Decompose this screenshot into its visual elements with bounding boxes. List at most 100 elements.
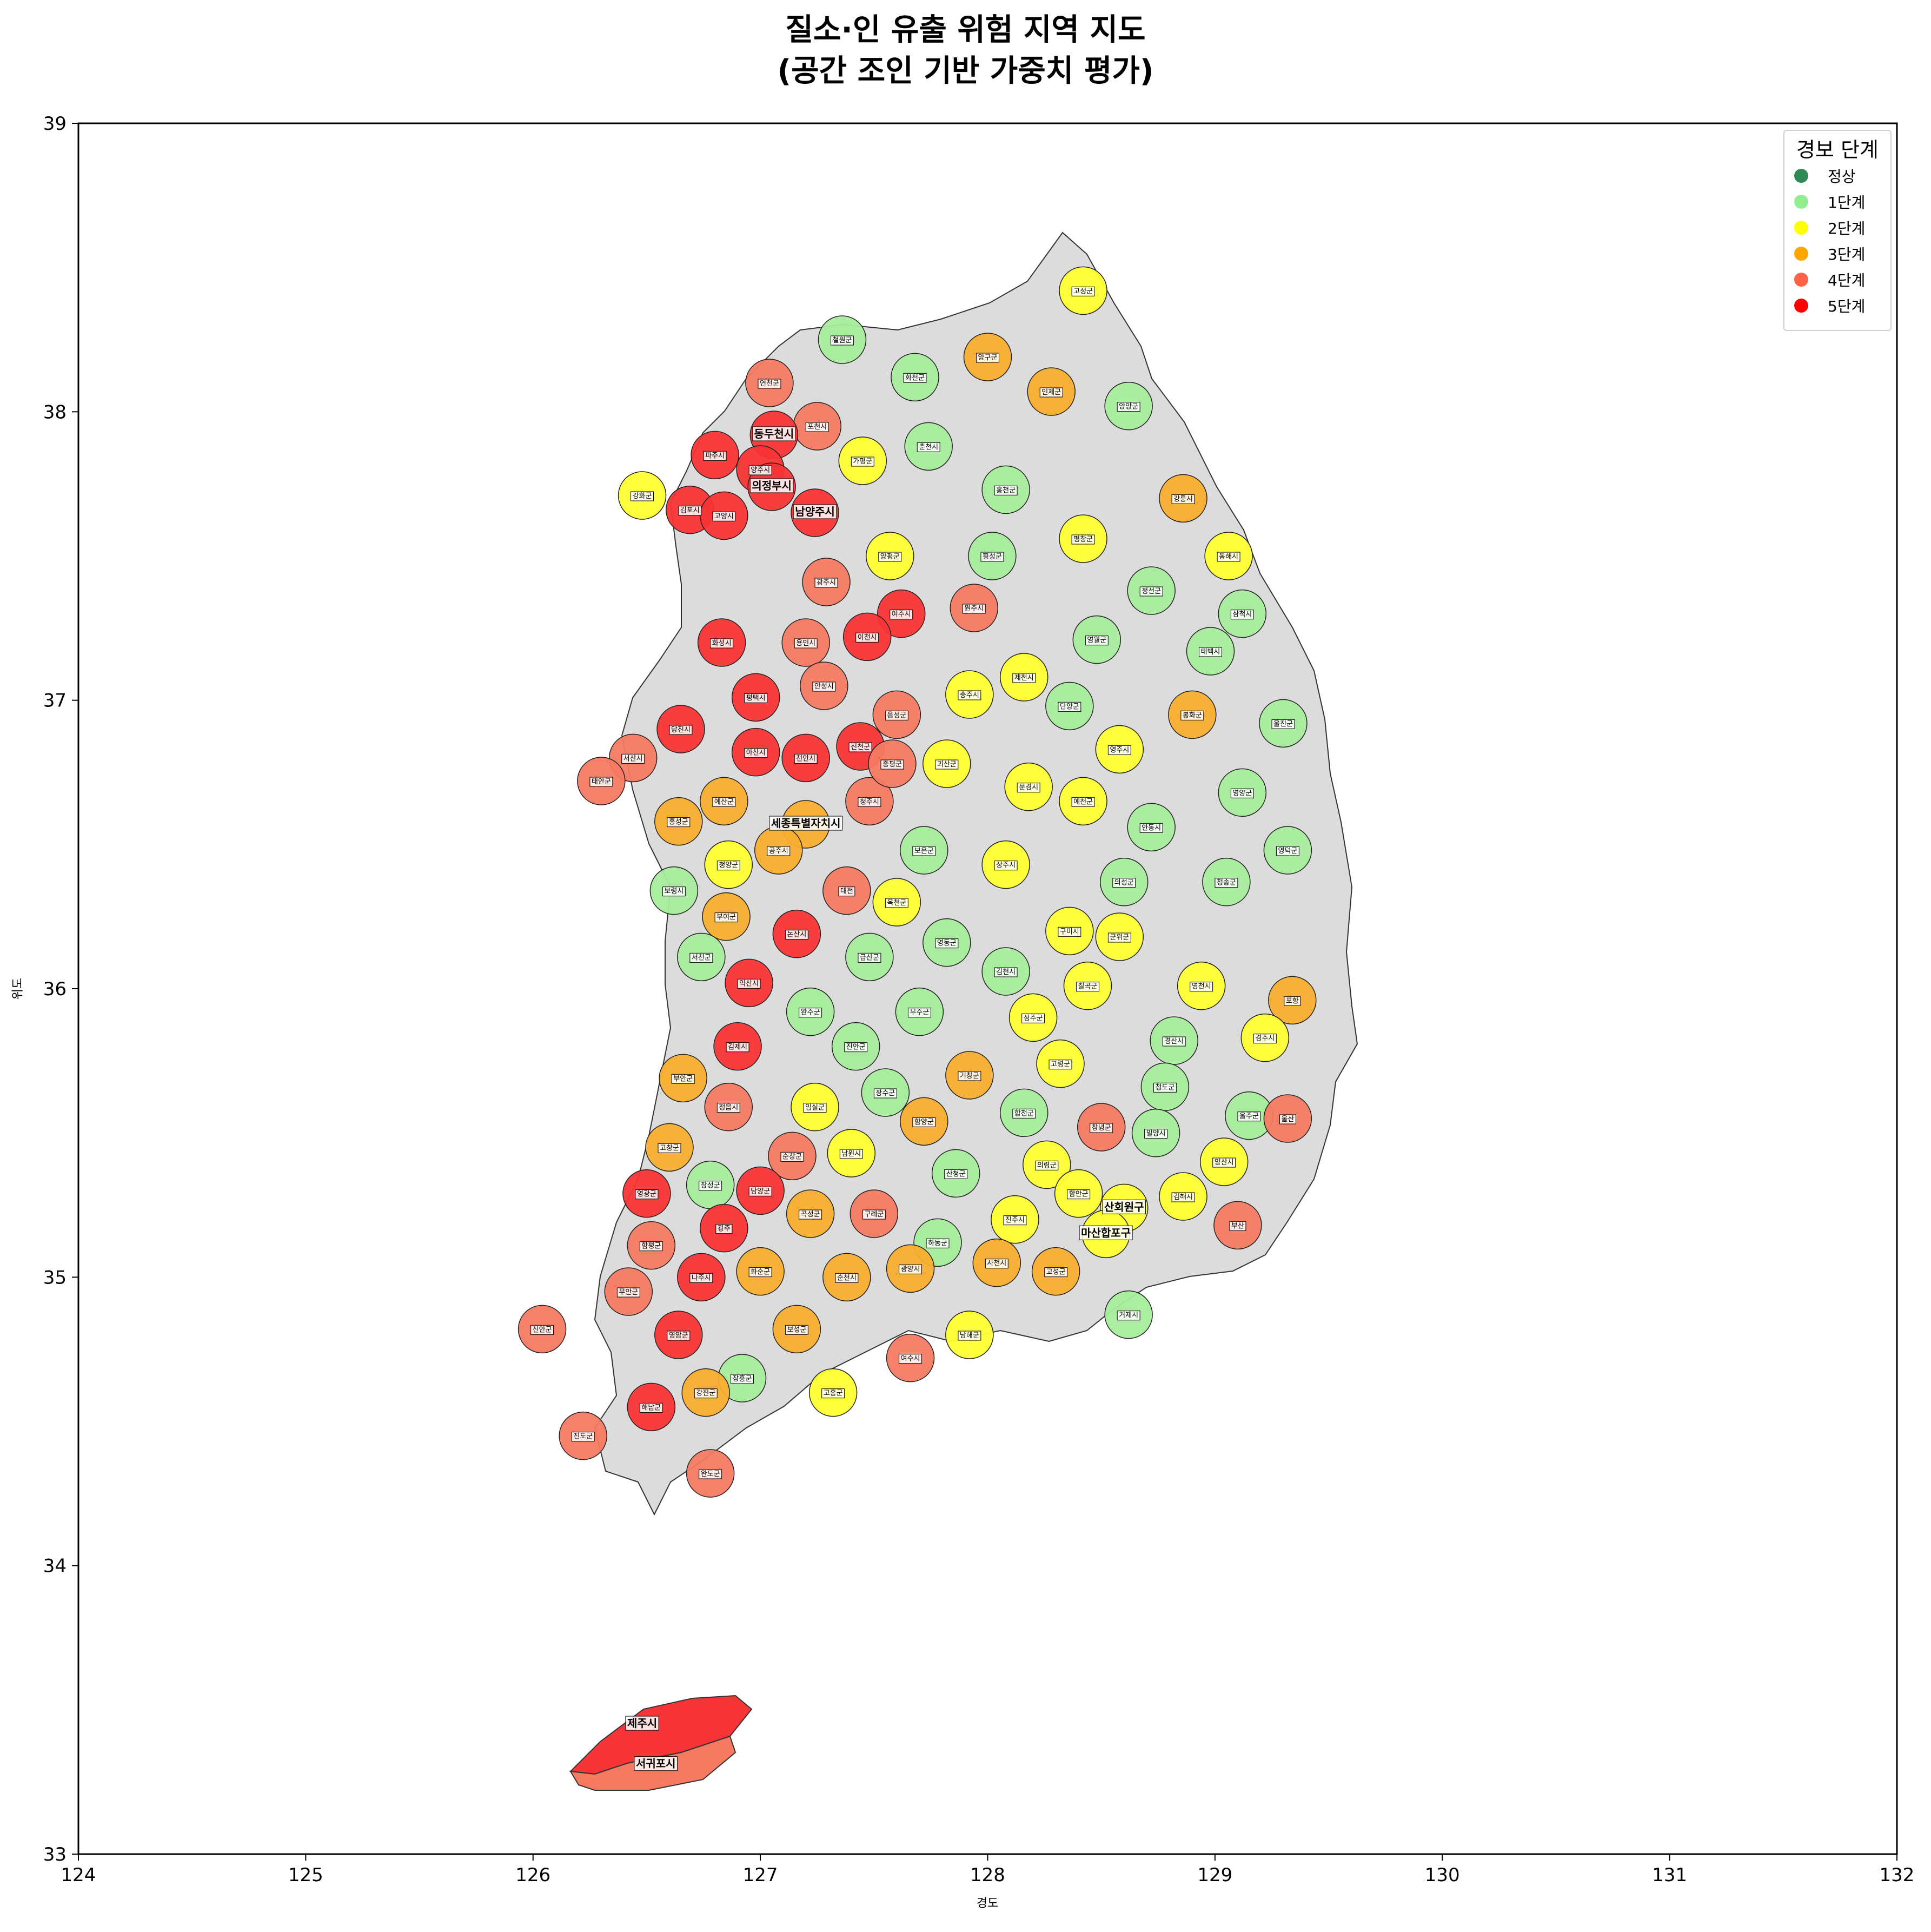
region-label: 완도군 <box>701 1470 720 1478</box>
region-label: 청양군 <box>719 862 738 870</box>
legend-item-label: 3단계 <box>1828 246 1866 263</box>
region-label-box <box>994 485 1018 495</box>
region-label-box <box>976 353 999 363</box>
region-label-box <box>639 1241 663 1252</box>
region-label: 양산시 <box>1215 1159 1234 1167</box>
region-label-box <box>944 1169 968 1179</box>
region-label: 장수군 <box>875 1089 895 1097</box>
x-tick-label: 124 <box>61 1864 96 1886</box>
map-title-line2: (공간 조인 기반 가중치 평가) <box>777 54 1154 89</box>
region-label: 양구군 <box>978 354 998 362</box>
region-label-box <box>699 1469 722 1479</box>
region-label-box <box>589 777 613 787</box>
region-label: 정선군 <box>1142 587 1161 596</box>
region-label-box <box>748 1186 772 1196</box>
region-label-box <box>785 930 808 940</box>
region-label: 하동군 <box>928 1239 947 1247</box>
region-label: 괴산군 <box>937 760 957 769</box>
region-label-box <box>1058 927 1081 937</box>
x-tick-label: 132 <box>1880 1864 1915 1886</box>
region-label: 여주시 <box>892 611 911 619</box>
region-label: 예산군 <box>714 798 734 806</box>
region-label-box <box>985 1259 1008 1269</box>
region-label-box <box>712 797 736 807</box>
legend-item: 5단계 <box>1784 293 1890 319</box>
region-label: 고성군 <box>1046 1268 1066 1276</box>
region-label-box <box>635 1189 659 1200</box>
region-label-box <box>1139 586 1163 597</box>
legend-item: 2단계 <box>1784 215 1890 241</box>
region-label: 군위군 <box>1110 934 1129 942</box>
region-label-box <box>726 1042 749 1053</box>
region-label-box <box>794 638 818 649</box>
region-label-box <box>1153 1082 1177 1093</box>
region-label: 무주군 <box>910 1009 929 1017</box>
region-label: 대전 <box>840 888 853 896</box>
region-label-box <box>855 632 879 643</box>
region-label: 강릉시 <box>1173 495 1193 503</box>
region-label: 김포시 <box>680 507 700 515</box>
region-label-box <box>1076 982 1099 992</box>
region-label-box <box>1139 823 1163 833</box>
region-label: 영동군 <box>937 939 957 948</box>
region-label: 구미시 <box>1060 928 1079 936</box>
region-label-box <box>767 846 791 856</box>
region-label-box <box>878 552 902 562</box>
region-label: 임실군 <box>805 1104 825 1112</box>
region-label: 세종특별자치시 <box>771 817 841 830</box>
region-label: 동해시 <box>1219 553 1238 561</box>
region-label: 의정부시 <box>752 479 792 492</box>
region-label: 공주시 <box>769 847 788 855</box>
region-label: 함안군 <box>1069 1190 1089 1199</box>
region-label: 장흥군 <box>733 1375 752 1383</box>
region-label: 구례군 <box>864 1210 884 1219</box>
region-label-box <box>805 422 829 432</box>
legend-item: 1단계 <box>1784 189 1890 215</box>
region-label-box <box>699 1181 722 1191</box>
region-label-box <box>794 753 818 764</box>
region-label: 금산군 <box>860 954 879 962</box>
region-label: 평택시 <box>746 694 766 702</box>
region-label: 영광군 <box>637 1190 656 1199</box>
region-label: 남원시 <box>841 1150 861 1158</box>
region-label: 증평군 <box>882 760 902 769</box>
region-label: 화순군 <box>751 1268 770 1276</box>
region-label-box <box>1058 702 1081 712</box>
region-label-box <box>1067 1189 1091 1200</box>
region-label: 가평군 <box>853 458 872 466</box>
region-label-box <box>1279 1114 1296 1124</box>
region-label-box <box>1117 1311 1140 1321</box>
region-label-box <box>958 1331 981 1341</box>
x-tick-label: 130 <box>1425 1864 1460 1886</box>
region-label-box <box>1049 1060 1072 1070</box>
region-label-box <box>885 898 908 908</box>
region-label-box <box>1229 1221 1246 1231</box>
region-label-box <box>1217 552 1240 562</box>
region-label-box <box>689 1273 713 1283</box>
y-tick-label: 33 <box>43 1844 67 1865</box>
region-label: 문경시 <box>1019 784 1038 792</box>
region-label-box <box>1230 610 1254 620</box>
region-label: 영덕군 <box>1278 847 1297 855</box>
region-label-box <box>814 578 838 588</box>
region-label-box <box>958 1071 981 1081</box>
region-label: 창녕군 <box>1092 1124 1111 1132</box>
region-label: 마산합포구 <box>1081 1226 1131 1239</box>
region-label: 홍천군 <box>996 486 1016 494</box>
region-label-box <box>1044 1267 1068 1278</box>
region-label: 산청군 <box>946 1170 966 1178</box>
region-label: 완주군 <box>801 1009 820 1017</box>
region-label: 영천시 <box>1192 983 1211 991</box>
region-label: 의성군 <box>1114 879 1134 887</box>
region-label-box <box>793 504 837 519</box>
region-label-box <box>710 638 734 649</box>
region-label-box <box>1284 996 1301 1006</box>
region-label: 울산 <box>1281 1115 1294 1123</box>
region-label-box <box>658 1143 681 1153</box>
region-label-box <box>1017 783 1040 793</box>
y-tick-label: 34 <box>43 1556 67 1577</box>
region-label-box <box>631 491 654 501</box>
region-label-box <box>744 748 768 758</box>
region-label: 양주시 <box>751 466 770 474</box>
